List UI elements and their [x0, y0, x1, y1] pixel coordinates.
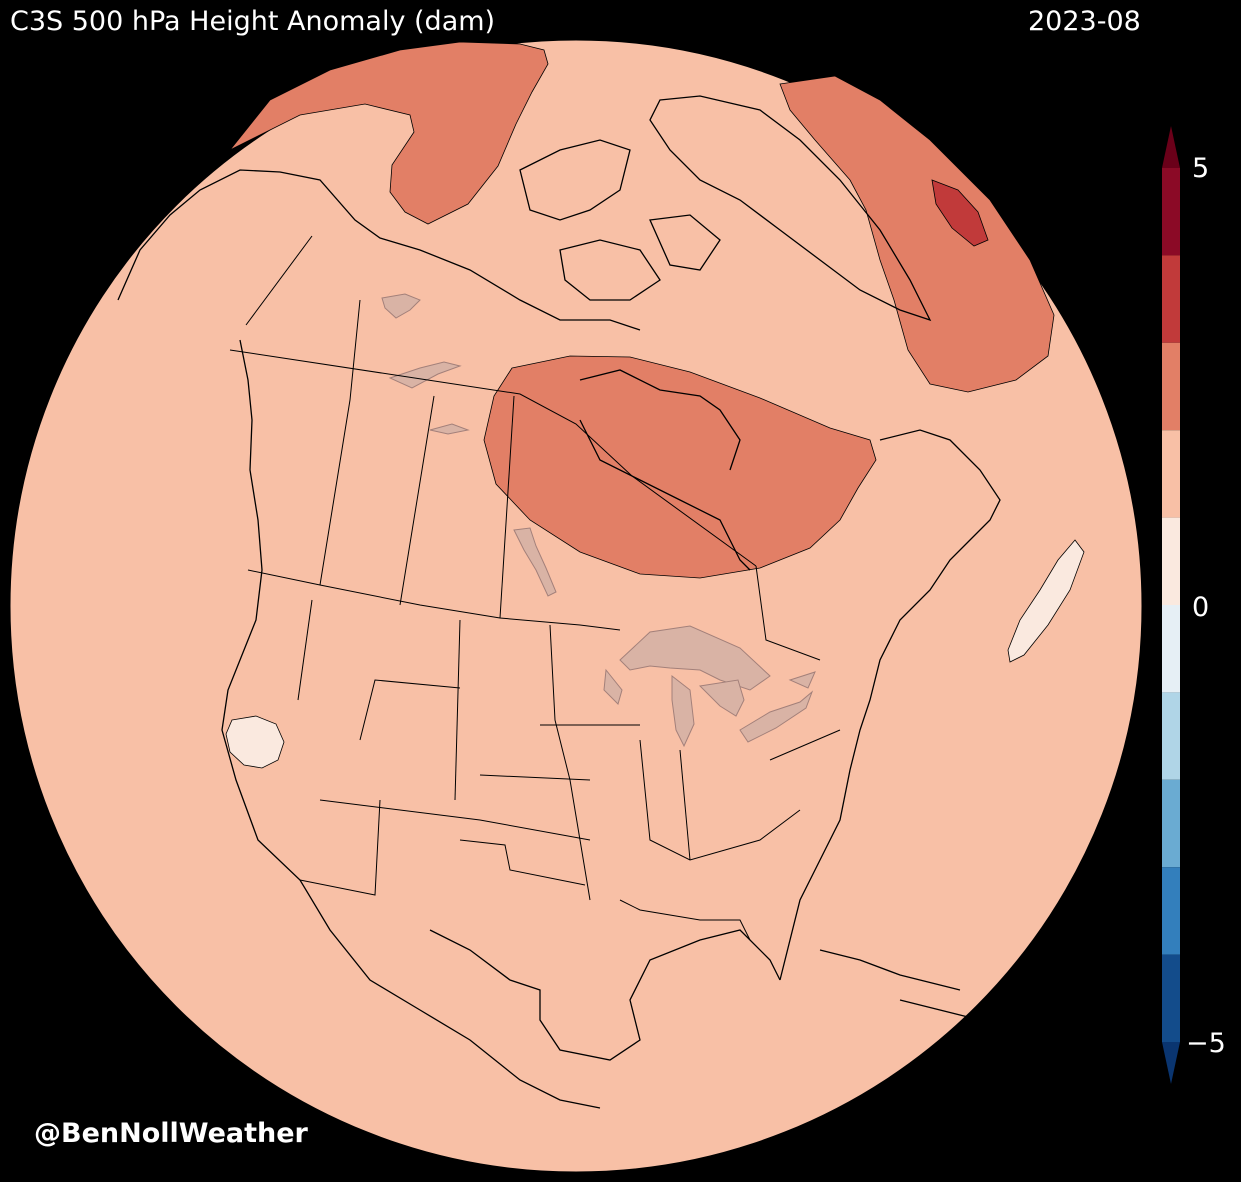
- east-greenland-core: [931, 179, 989, 247]
- colorbar: [1162, 126, 1180, 1084]
- colorbar-segment: [1162, 954, 1180, 1042]
- colorbar-segment: [1162, 255, 1180, 343]
- colorbar-segment: [1162, 605, 1180, 693]
- colorbar-segment: [1162, 867, 1180, 955]
- colorbar-tick-middle: 0: [1192, 592, 1210, 623]
- lakes: [381, 293, 816, 748]
- colorbar-segment: [1162, 692, 1180, 780]
- credit-watermark: @BenNollWeather: [34, 1118, 308, 1149]
- colorbar-segment: [1162, 342, 1180, 431]
- colorbar-segment: [1162, 517, 1180, 605]
- north-atlantic-anomaly: [1007, 539, 1085, 663]
- colorbar-tick-top: 5: [1192, 153, 1210, 184]
- hudson-bay-anomaly: [483, 355, 877, 579]
- map-title: C3S 500 hPa Height Anomaly (dam): [10, 6, 496, 37]
- colorbar-extend-min: [1162, 1042, 1180, 1084]
- colorbar-segment: [1162, 779, 1180, 868]
- nevada-anomaly: [225, 715, 285, 769]
- colorbar-extend-max: [1162, 126, 1180, 168]
- east-greenland-anomaly: [779, 75, 1055, 393]
- beaufort-sea-anomaly: [229, 41, 549, 225]
- colorbar-segment: [1162, 168, 1180, 256]
- colorbar-segment: [1162, 430, 1180, 518]
- colorbar-tick-bottom: −5: [1186, 1028, 1226, 1059]
- political-boundaries: [229, 235, 841, 941]
- globe: [9, 39, 1143, 1173]
- coastlines-and-borders: [117, 95, 1001, 1109]
- map-date: 2023-08: [1028, 6, 1141, 37]
